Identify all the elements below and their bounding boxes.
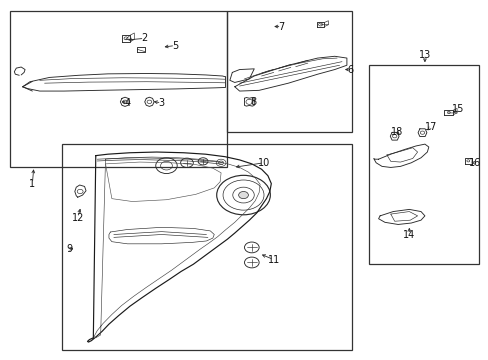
Circle shape (238, 192, 248, 199)
Bar (368, 65, 478, 264)
Text: 10: 10 (257, 158, 269, 168)
Text: 7: 7 (278, 22, 284, 32)
Text: 5: 5 (172, 41, 178, 50)
Text: 15: 15 (451, 104, 463, 114)
Text: 17: 17 (424, 122, 436, 132)
Text: 9: 9 (66, 244, 72, 254)
Text: 1: 1 (29, 179, 35, 189)
Text: 6: 6 (347, 64, 353, 75)
Text: 11: 11 (267, 255, 279, 265)
Text: 4: 4 (124, 98, 130, 108)
Text: 12: 12 (71, 213, 84, 222)
Text: 14: 14 (403, 230, 415, 239)
Text: 16: 16 (468, 158, 480, 168)
Text: 18: 18 (390, 127, 402, 136)
Bar (227, 12, 351, 132)
Text: 8: 8 (250, 97, 256, 107)
Text: 13: 13 (418, 50, 430, 60)
Bar (10, 12, 227, 167)
Text: 3: 3 (158, 98, 164, 108)
Bar (61, 144, 351, 350)
Text: 2: 2 (141, 33, 147, 43)
